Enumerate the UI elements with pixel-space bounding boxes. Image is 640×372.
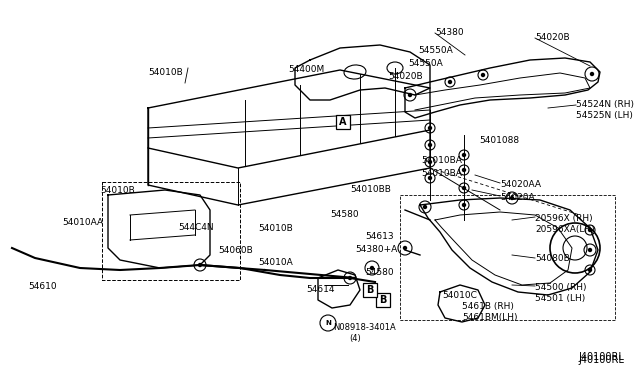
FancyBboxPatch shape	[376, 293, 390, 307]
Text: 20596XA(LH): 20596XA(LH)	[535, 225, 595, 234]
Text: 54020B: 54020B	[388, 72, 422, 81]
Text: 5461BM(LH): 5461BM(LH)	[462, 313, 518, 322]
Circle shape	[463, 169, 465, 171]
Circle shape	[429, 144, 431, 147]
Circle shape	[403, 247, 406, 250]
Text: 54020AA: 54020AA	[500, 180, 541, 189]
Circle shape	[198, 263, 202, 266]
Text: 54010A: 54010A	[258, 258, 292, 267]
Circle shape	[349, 276, 351, 279]
Circle shape	[591, 73, 593, 76]
Text: 54020A: 54020A	[500, 193, 534, 202]
Text: 54010AA: 54010AA	[62, 218, 103, 227]
Text: 54010B: 54010B	[258, 224, 292, 233]
Text: 54500 (RH): 54500 (RH)	[535, 283, 586, 292]
Circle shape	[371, 266, 374, 269]
FancyBboxPatch shape	[363, 283, 377, 297]
Text: (4): (4)	[349, 334, 361, 343]
Text: 54080B: 54080B	[535, 254, 570, 263]
Circle shape	[408, 93, 412, 96]
Text: 54010BB: 54010BB	[350, 185, 391, 194]
Circle shape	[429, 126, 431, 129]
Text: 54525N (LH): 54525N (LH)	[576, 111, 633, 120]
Circle shape	[589, 248, 591, 251]
Circle shape	[429, 176, 431, 180]
Text: 54550A: 54550A	[418, 46, 452, 55]
Text: N08918-3401A: N08918-3401A	[333, 323, 396, 332]
Text: 54010BA: 54010BA	[421, 169, 462, 178]
Text: A: A	[339, 117, 347, 127]
Text: 54501 (LH): 54501 (LH)	[535, 294, 585, 303]
Text: 54380: 54380	[435, 28, 463, 37]
Circle shape	[424, 205, 426, 208]
Text: 54060B: 54060B	[218, 246, 253, 255]
Circle shape	[511, 196, 513, 199]
Circle shape	[463, 203, 465, 206]
Text: 54380+A: 54380+A	[355, 245, 397, 254]
Text: 54400M: 54400M	[288, 65, 324, 74]
Circle shape	[589, 269, 591, 272]
Circle shape	[463, 186, 465, 189]
Text: N: N	[325, 320, 331, 326]
Text: 54613: 54613	[365, 232, 394, 241]
Text: 54610: 54610	[28, 282, 56, 291]
Text: 54010BA: 54010BA	[421, 156, 462, 165]
Text: 54010B: 54010B	[148, 68, 183, 77]
Text: 54614: 54614	[306, 285, 335, 294]
Text: 54010C: 54010C	[442, 291, 477, 300]
Text: 54020B: 54020B	[535, 33, 570, 42]
Text: 54580: 54580	[330, 210, 358, 219]
Circle shape	[429, 160, 431, 164]
Circle shape	[481, 74, 484, 77]
Text: 54580: 54580	[365, 268, 394, 277]
Text: 5401088: 5401088	[479, 136, 519, 145]
Circle shape	[463, 154, 465, 157]
Text: 5461B (RH): 5461B (RH)	[462, 302, 514, 311]
Text: 544C4N: 544C4N	[178, 223, 214, 232]
Circle shape	[589, 228, 591, 231]
FancyBboxPatch shape	[336, 115, 350, 129]
Text: B: B	[380, 295, 387, 305]
Text: J40100RL: J40100RL	[578, 352, 624, 362]
Text: 54524N (RH): 54524N (RH)	[576, 100, 634, 109]
Text: 54010B: 54010B	[100, 186, 135, 195]
Circle shape	[449, 80, 451, 83]
Text: 54550A: 54550A	[408, 59, 443, 68]
Text: 20596X (RH): 20596X (RH)	[535, 214, 593, 223]
Text: J40100RL: J40100RL	[578, 355, 624, 365]
Text: B: B	[366, 285, 374, 295]
